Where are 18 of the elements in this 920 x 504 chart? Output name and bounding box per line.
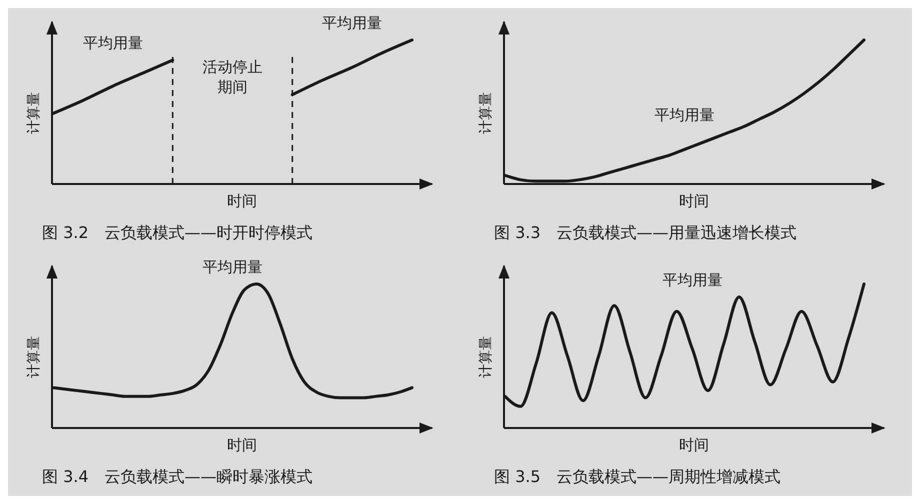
text: 图 3.4 云负载模式——瞬时暴涨模式 xyxy=(42,467,313,486)
text: 图 3.3 云负载模式——用量迅速增长模式 xyxy=(494,223,797,242)
series-label: 平均用量 xyxy=(654,106,714,124)
x-axis-title: 时间 xyxy=(679,192,709,210)
y-axis-title: 计算量 xyxy=(478,336,494,378)
x-axis-title: 时间 xyxy=(679,436,709,454)
x-axis-title: 时间 xyxy=(227,192,257,210)
y-axis-title: 计算量 xyxy=(478,92,494,134)
series-label: 平均用量 xyxy=(322,14,382,32)
annotation: 活动停止期间 xyxy=(202,58,262,96)
x-axis-title: 时间 xyxy=(227,436,257,454)
series-label: 平均用量 xyxy=(662,270,722,289)
y-axis-title: 计算量 xyxy=(26,336,42,378)
series-label: 平均用量 xyxy=(82,34,143,52)
text: 图 3.5 云负载模式——周期性增减模式 xyxy=(494,467,781,486)
text: 图 3.2 云负载模式——时开时停模式 xyxy=(42,223,313,242)
y-axis-title: 计算量 xyxy=(26,92,42,134)
series-label: 平均用量 xyxy=(202,258,262,276)
